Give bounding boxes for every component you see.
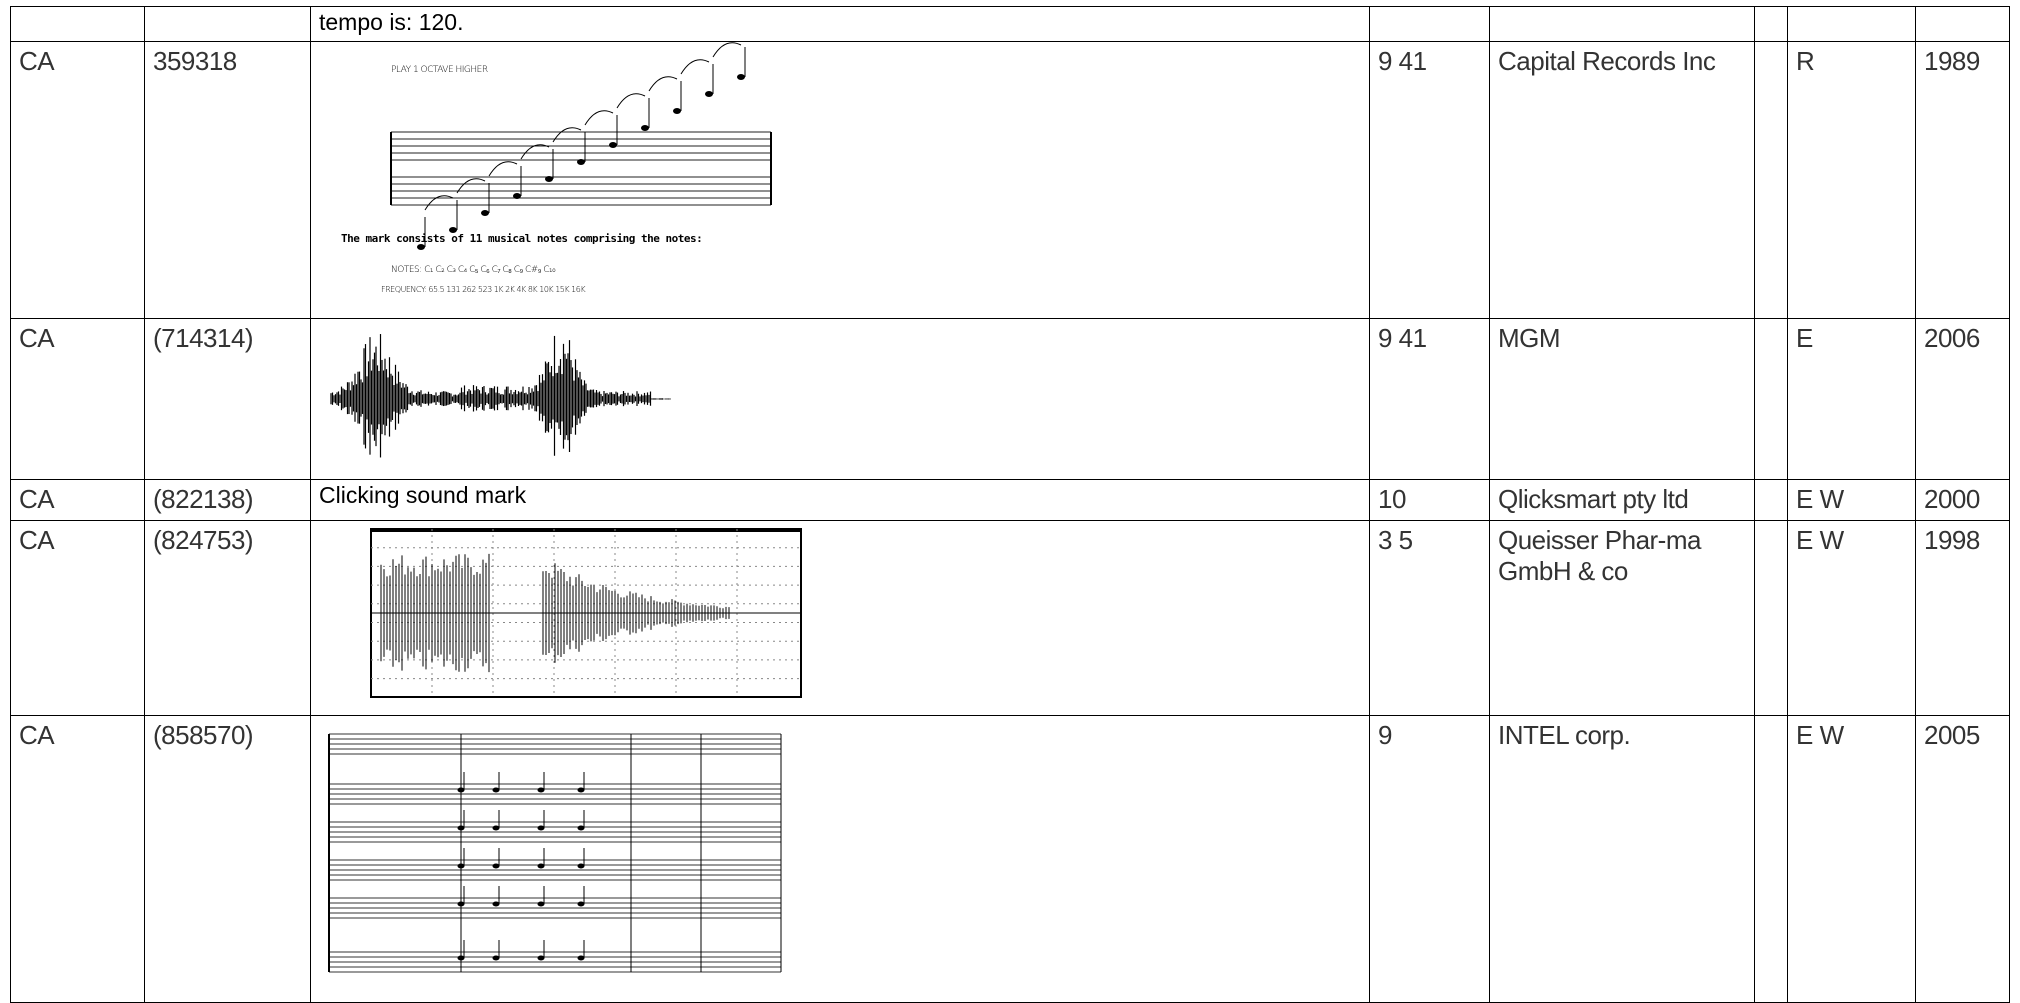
cell: Clicking sound mark bbox=[310, 479, 1370, 521]
drawing bbox=[609, 142, 617, 148]
cell: 2006 bbox=[1915, 318, 2010, 480]
cell: tempo is: 120. bbox=[310, 6, 1370, 42]
sheet-music-image bbox=[328, 733, 782, 973]
cell: INTEL corp. bbox=[1489, 715, 1755, 1003]
drawing bbox=[737, 74, 745, 80]
drawing bbox=[456, 178, 486, 194]
cell: (858570) bbox=[144, 715, 311, 1003]
drawing bbox=[712, 42, 742, 58]
row: CA (858570) 9 INTEL corp. E W 2005 bbox=[10, 715, 2010, 1003]
cell: CA bbox=[10, 41, 145, 319]
row: CA (714314) 9 41 MGM E 2006 bbox=[10, 318, 2010, 480]
marks-table: tempo is: 120. CA 359318 The mark consist… bbox=[10, 6, 2010, 1003]
musical-notes-image: The mark consists of 11 musical notes co… bbox=[341, 42, 772, 294]
drawing bbox=[457, 955, 465, 961]
handwriting: FREQUENCY: 65.5 131 262 523 1K 2K 4K 8K … bbox=[381, 285, 586, 294]
drawing bbox=[577, 825, 585, 831]
row: CA (824753) 3 5 Queisser Phar-ma GmbH & co… bbox=[10, 520, 2010, 716]
cell: Capital Records Inc bbox=[1489, 41, 1755, 319]
cell: 1989 bbox=[1915, 41, 2010, 319]
drawing bbox=[492, 863, 500, 869]
drawing bbox=[616, 93, 646, 109]
drawing bbox=[492, 787, 500, 793]
cell: (822138) bbox=[144, 479, 311, 521]
cell: Qlicksmart pty ltd bbox=[1489, 479, 1755, 521]
drawing bbox=[424, 195, 454, 211]
cell: E W bbox=[1787, 479, 1916, 521]
cell: CA bbox=[10, 520, 145, 716]
cell: (714314) bbox=[144, 318, 311, 480]
drawing bbox=[584, 110, 614, 126]
drawing bbox=[641, 125, 649, 131]
drawing bbox=[577, 955, 585, 961]
drawing bbox=[680, 59, 710, 75]
drawing bbox=[577, 787, 585, 793]
cell: CA bbox=[10, 715, 145, 1003]
drawing bbox=[577, 863, 585, 869]
drawing bbox=[520, 144, 550, 160]
drawing: PLAY 1 OCTAVE HIGHER bbox=[391, 65, 488, 75]
cell: CA bbox=[10, 479, 145, 521]
drawing bbox=[492, 901, 500, 907]
drawing bbox=[492, 825, 500, 831]
cell: 1998 bbox=[1915, 520, 2010, 716]
drawing bbox=[457, 825, 465, 831]
cell: MGM bbox=[1489, 318, 1755, 480]
drawing bbox=[457, 863, 465, 869]
cell: (824753) bbox=[144, 520, 311, 716]
drawing bbox=[537, 955, 545, 961]
drawing bbox=[552, 127, 582, 143]
drawing bbox=[449, 227, 457, 233]
row: CA 359318 The mark consists of 11 musical… bbox=[10, 41, 2010, 319]
cell: 9 41 bbox=[1369, 41, 1490, 319]
drawing bbox=[648, 76, 678, 92]
row: tempo is: 120. bbox=[10, 6, 2010, 42]
drawing bbox=[537, 787, 545, 793]
handwriting: NOTES: C₁ C₂ C₃ C₄ C₅ C₆ C₇ C₈ C₉ C#₉ C₁… bbox=[391, 265, 556, 275]
drawing bbox=[537, 825, 545, 831]
drawing bbox=[545, 176, 553, 182]
waveform-image bbox=[330, 334, 671, 458]
cell: E W bbox=[1787, 520, 1916, 716]
row: CA (822138) Clicking sound mark 10 Qlicksm… bbox=[10, 479, 2010, 521]
drawing bbox=[577, 901, 585, 907]
cell: CA bbox=[10, 318, 145, 480]
cell: E bbox=[1787, 318, 1916, 480]
drawing bbox=[481, 210, 489, 216]
cell: 359318 bbox=[144, 41, 311, 319]
drawing bbox=[417, 244, 425, 250]
mark-text: The mark consists of 11 musical notes co… bbox=[341, 232, 702, 245]
loudness-chart-image bbox=[370, 528, 802, 698]
cell: R bbox=[1787, 41, 1916, 319]
cell: 9 41 bbox=[1369, 318, 1490, 480]
drawing bbox=[513, 193, 521, 199]
drawing bbox=[577, 159, 585, 165]
cell: E W bbox=[1787, 715, 1916, 1003]
drawing bbox=[457, 787, 465, 793]
cell: 9 bbox=[1369, 715, 1490, 1003]
cell: 2005 bbox=[1915, 715, 2010, 1003]
cell: Queisser Phar-ma GmbH & co bbox=[1489, 520, 1755, 716]
drawing bbox=[537, 901, 545, 907]
cell: 2000 bbox=[1915, 479, 2010, 521]
drawing bbox=[488, 161, 518, 177]
drawing bbox=[705, 91, 713, 97]
drawing bbox=[492, 955, 500, 961]
cell: 10 bbox=[1369, 479, 1490, 521]
drawing bbox=[673, 108, 681, 114]
drawing bbox=[457, 901, 465, 907]
drawing bbox=[537, 863, 545, 869]
cell: 3 5 bbox=[1369, 520, 1490, 716]
